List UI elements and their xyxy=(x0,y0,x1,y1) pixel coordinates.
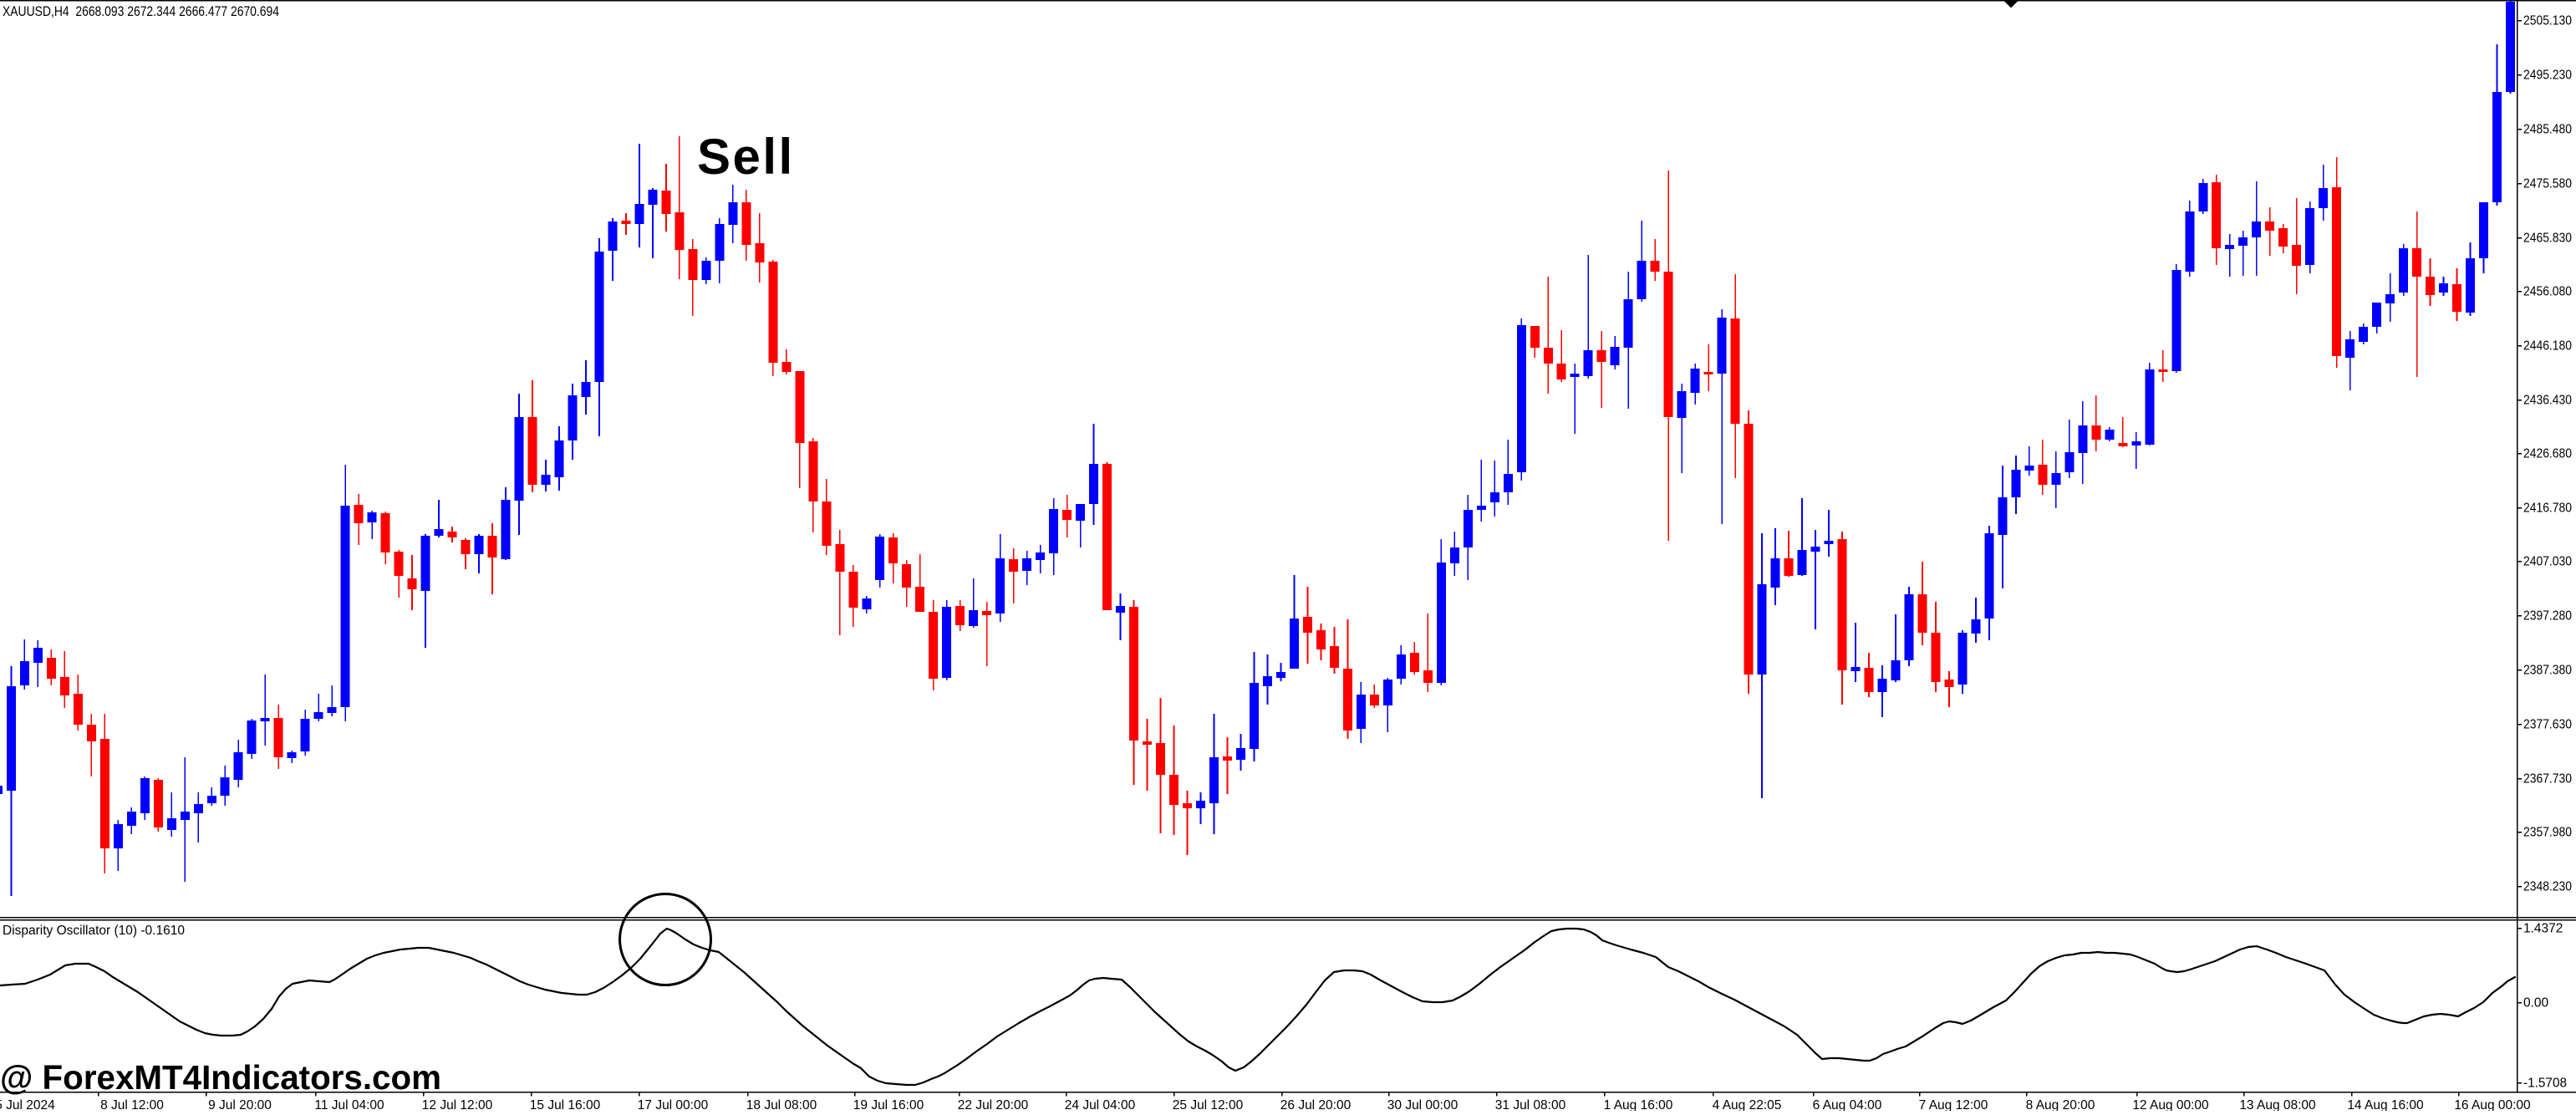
svg-text:6 Aug 04:00: 6 Aug 04:00 xyxy=(1813,1098,1882,1111)
svg-text:1 Aug 16:00: 1 Aug 16:00 xyxy=(1604,1098,1673,1111)
svg-text:19 Jul 16:00: 19 Jul 16:00 xyxy=(853,1098,924,1111)
svg-text:Disparity Oscillator (10) -0.1: Disparity Oscillator (10) -0.1610 xyxy=(3,924,185,938)
svg-text:9 Jul 20:00: 9 Jul 20:00 xyxy=(208,1098,272,1111)
svg-text:5 Jul 2024: 5 Jul 2024 xyxy=(0,1098,55,1111)
svg-text:Sell: Sell xyxy=(697,129,795,185)
svg-text:2357.980: 2357.980 xyxy=(2523,826,2572,840)
svg-text:8 Aug 20:00: 8 Aug 20:00 xyxy=(2026,1098,2095,1111)
svg-text:XAUUSD,H4 2668.093 2672.344 2: XAUUSD,H4 2668.093 2672.344 2666.477 267… xyxy=(3,3,279,19)
svg-text:11 Jul 04:00: 11 Jul 04:00 xyxy=(314,1098,384,1111)
svg-text:0.00: 0.00 xyxy=(2523,996,2549,1011)
svg-text:7 Aug 12:00: 7 Aug 12:00 xyxy=(1919,1098,1988,1111)
svg-text:2367.730: 2367.730 xyxy=(2523,772,2572,787)
svg-text:2426.680: 2426.680 xyxy=(2523,447,2572,461)
svg-text:2436.430: 2436.430 xyxy=(2523,394,2572,408)
svg-text:2465.830: 2465.830 xyxy=(2523,232,2572,246)
svg-text:18 Jul 08:00: 18 Jul 08:00 xyxy=(746,1098,817,1111)
svg-text:2416.780: 2416.780 xyxy=(2523,501,2572,516)
svg-text:16 Aug 00:00: 16 Aug 00:00 xyxy=(2454,1098,2531,1111)
svg-text:2475.580: 2475.580 xyxy=(2523,177,2572,191)
svg-text:31 Jul 08:00: 31 Jul 08:00 xyxy=(1495,1098,1566,1111)
svg-text:-1.5708: -1.5708 xyxy=(2523,1077,2567,1091)
svg-text:12 Aug 00:00: 12 Aug 00:00 xyxy=(2132,1098,2209,1111)
svg-text:2407.030: 2407.030 xyxy=(2523,555,2572,569)
svg-text:24 Jul 04:00: 24 Jul 04:00 xyxy=(1065,1098,1136,1111)
svg-text:8 Jul 12:00: 8 Jul 12:00 xyxy=(100,1098,164,1111)
svg-text:2348.230: 2348.230 xyxy=(2523,880,2572,894)
svg-text:2495.230: 2495.230 xyxy=(2523,69,2572,83)
svg-text:15 Jul 16:00: 15 Jul 16:00 xyxy=(530,1098,601,1111)
svg-text:2456.080: 2456.080 xyxy=(2523,285,2572,299)
svg-text:17 Jul 00:00: 17 Jul 00:00 xyxy=(638,1098,709,1111)
svg-text:26 Jul 20:00: 26 Jul 20:00 xyxy=(1280,1098,1352,1111)
svg-text:25 Jul 12:00: 25 Jul 12:00 xyxy=(1173,1098,1244,1111)
svg-text:2446.180: 2446.180 xyxy=(2523,339,2572,354)
svg-text:2387.380: 2387.380 xyxy=(2523,664,2572,678)
svg-text:1.4372: 1.4372 xyxy=(2523,922,2563,936)
svg-text:2397.280: 2397.280 xyxy=(2523,609,2572,624)
svg-text:22 Jul 20:00: 22 Jul 20:00 xyxy=(958,1098,1029,1111)
svg-text:2485.480: 2485.480 xyxy=(2523,123,2572,137)
svg-text:2505.130: 2505.130 xyxy=(2523,14,2572,28)
svg-text:@ ForexMT4Indicators.com: @ ForexMT4Indicators.com xyxy=(0,1058,441,1097)
svg-text:13 Aug 08:00: 13 Aug 08:00 xyxy=(2239,1098,2316,1111)
svg-text:14 Aug 16:00: 14 Aug 16:00 xyxy=(2347,1098,2424,1111)
svg-text:2377.630: 2377.630 xyxy=(2523,718,2572,732)
svg-text:4 Aug 22:05: 4 Aug 22:05 xyxy=(1713,1098,1782,1111)
svg-text:30 Jul 00:00: 30 Jul 00:00 xyxy=(1387,1098,1459,1111)
svg-text:12 Jul 12:00: 12 Jul 12:00 xyxy=(422,1098,493,1111)
